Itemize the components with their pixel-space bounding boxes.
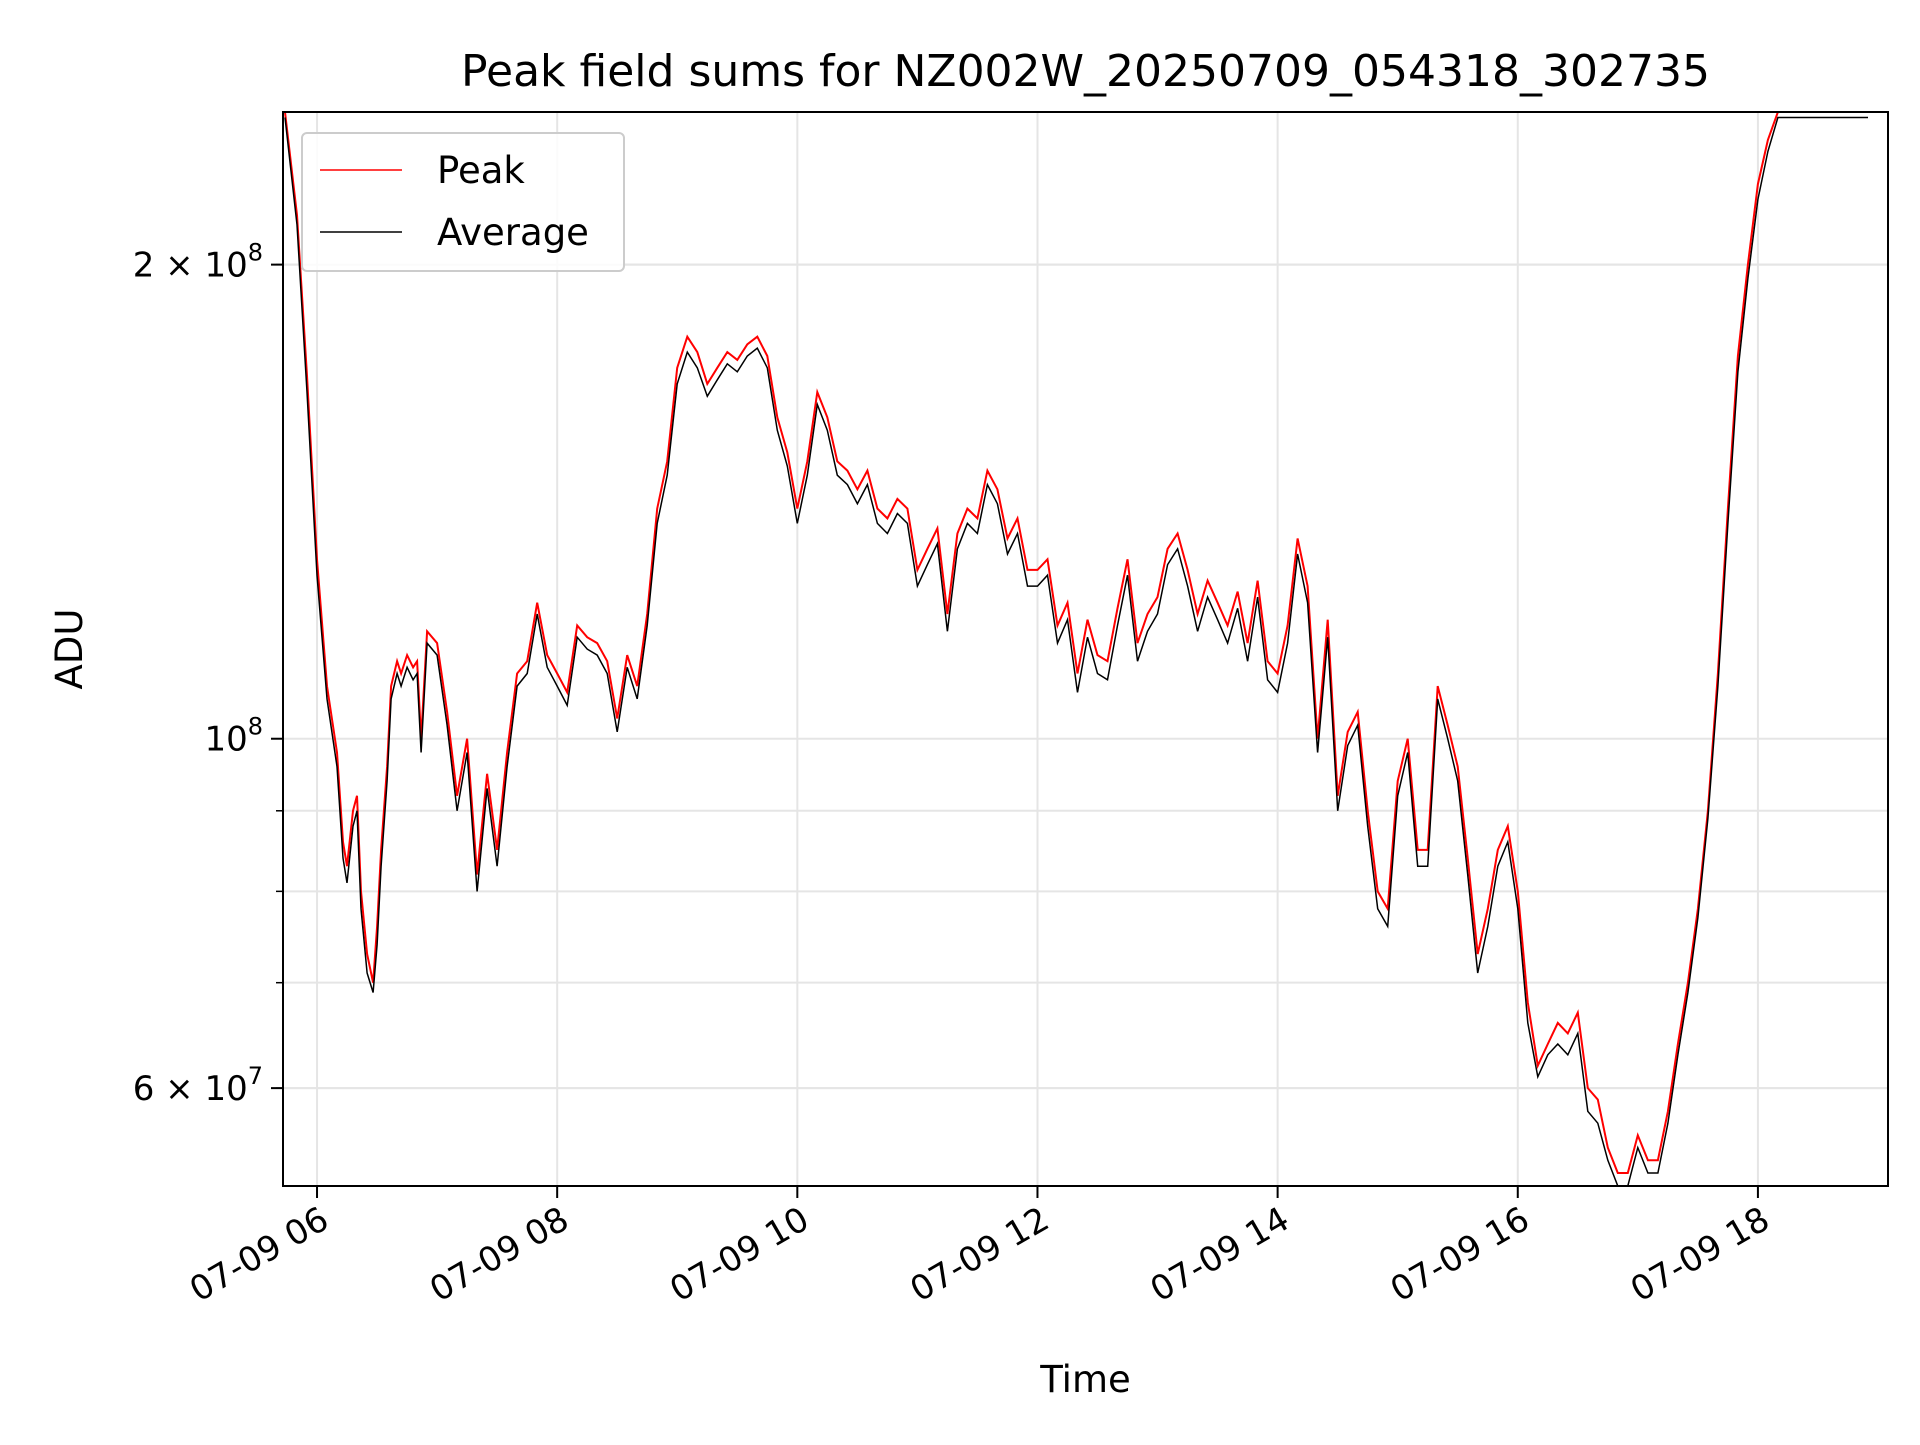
series-lines <box>284 112 1868 1186</box>
series-line-average <box>284 116 1868 1186</box>
y-tick-base: 10 <box>204 720 247 760</box>
chart-title: Peak field sums for NZ002W_20250709_0543… <box>461 46 1710 97</box>
y-tick-label: 108 <box>204 713 263 760</box>
legend-label-peak: Peak <box>437 149 525 192</box>
legend: Peak Average <box>301 132 625 272</box>
grid <box>283 112 1888 1186</box>
y-tick-label: 6 × 107 <box>133 1062 263 1109</box>
plot-frame <box>282 111 1889 1187</box>
y-tick-exponent: 8 <box>248 239 263 267</box>
legend-box <box>301 132 625 272</box>
y-axis-label: ADU <box>48 609 91 690</box>
y-tick-base: 2 × 10 <box>133 246 248 286</box>
legend-label-average: Average <box>437 211 589 254</box>
x-axis-label: Time <box>1039 1358 1131 1401</box>
series-line-peak <box>284 112 1868 1174</box>
y-tick-exponent: 7 <box>248 1062 263 1090</box>
y-tick-exponent: 8 <box>248 713 263 741</box>
y-tick-base: 6 × 10 <box>133 1069 248 1109</box>
y-tick-label: 2 × 108 <box>133 239 263 286</box>
